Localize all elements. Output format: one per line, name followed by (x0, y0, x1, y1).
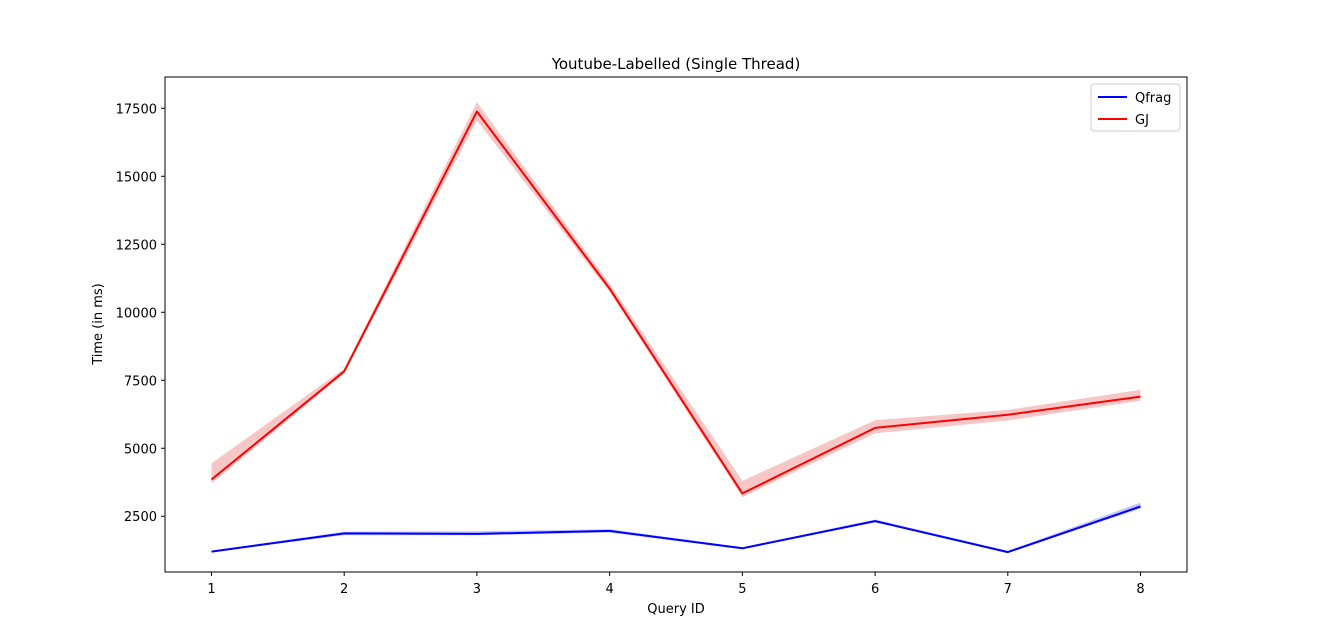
x-tick-label: 1 (207, 582, 215, 597)
x-tick-label: 4 (605, 582, 613, 597)
x-tick-label: 3 (473, 582, 481, 597)
y-tick-label: 12500 (116, 238, 157, 253)
x-tick-label: 8 (1136, 582, 1144, 597)
y-tick-label: 2500 (124, 510, 157, 525)
y-axis-ticks: 2500 5000 7500 10000 12500 15000 17500 (116, 102, 165, 525)
x-tick-label: 7 (1004, 582, 1012, 597)
x-tick-label: 5 (738, 582, 746, 597)
y-tick-label: 5000 (124, 442, 157, 457)
series-line-qfrag (211, 505, 1141, 554)
y-tick-label: 7500 (124, 374, 157, 389)
legend-label-qfrag: Qfrag (1135, 91, 1171, 106)
y-axis-label: Time (in ms) (91, 283, 106, 366)
chart-title: Youtube-Labelled (Single Thread) (551, 55, 801, 73)
y-tick-label: 17500 (116, 102, 157, 117)
x-axis-ticks: 1 2 3 4 5 6 7 8 (207, 572, 1145, 597)
y-tick-label: 15000 (116, 170, 157, 185)
y-tick-label: 10000 (116, 306, 157, 321)
legend-label-gj: GJ (1135, 113, 1149, 128)
series-line-gj (210, 110, 1141, 495)
series-lines (210, 110, 1141, 554)
plot-area-frame (164, 76, 1188, 573)
x-axis-label: Query ID (647, 602, 704, 617)
x-tick-label: 2 (340, 582, 348, 597)
x-tick-label: 6 (871, 582, 879, 597)
legend: Qfrag GJ (1090, 83, 1181, 132)
